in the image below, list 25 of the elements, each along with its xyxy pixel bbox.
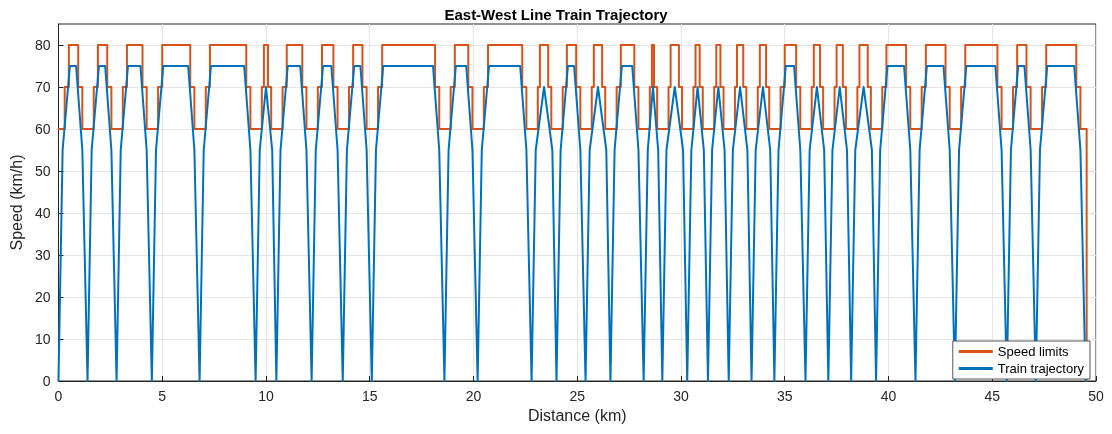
x-tick-label: 5 bbox=[158, 388, 167, 404]
y-tick-label: 50 bbox=[34, 163, 51, 179]
x-axis-title: Distance (km) bbox=[527, 407, 627, 425]
y-axis-title: Speed (km/h) bbox=[7, 154, 25, 251]
x-tick-label: 10 bbox=[258, 388, 274, 404]
x-tick-label: 35 bbox=[776, 388, 793, 404]
x-tick-label: 40 bbox=[880, 388, 897, 404]
x-tick-label: 0 bbox=[54, 388, 63, 404]
y-tick-label: 70 bbox=[34, 79, 51, 95]
y-tick-label: 80 bbox=[34, 37, 51, 53]
x-tick-label: 50 bbox=[1088, 388, 1104, 404]
y-tick-label: 40 bbox=[34, 205, 51, 221]
y-tick-label: 10 bbox=[34, 331, 51, 347]
y-tick-label: 60 bbox=[34, 121, 51, 137]
y-tick-label: 0 bbox=[42, 373, 51, 389]
legend-label: Train trajectory bbox=[997, 361, 1085, 376]
y-tick-label: 30 bbox=[34, 247, 51, 263]
x-tick-label: 15 bbox=[361, 388, 378, 404]
x-tick-label: 20 bbox=[465, 388, 482, 404]
x-tick-label: 25 bbox=[569, 388, 586, 404]
y-tick-label: 20 bbox=[34, 289, 51, 305]
x-tick-label: 45 bbox=[984, 388, 1001, 404]
chart-title: East-West Line Train Trajectory bbox=[444, 6, 669, 23]
legend-label: Speed limits bbox=[997, 344, 1070, 359]
x-tick-label: 30 bbox=[673, 388, 689, 404]
